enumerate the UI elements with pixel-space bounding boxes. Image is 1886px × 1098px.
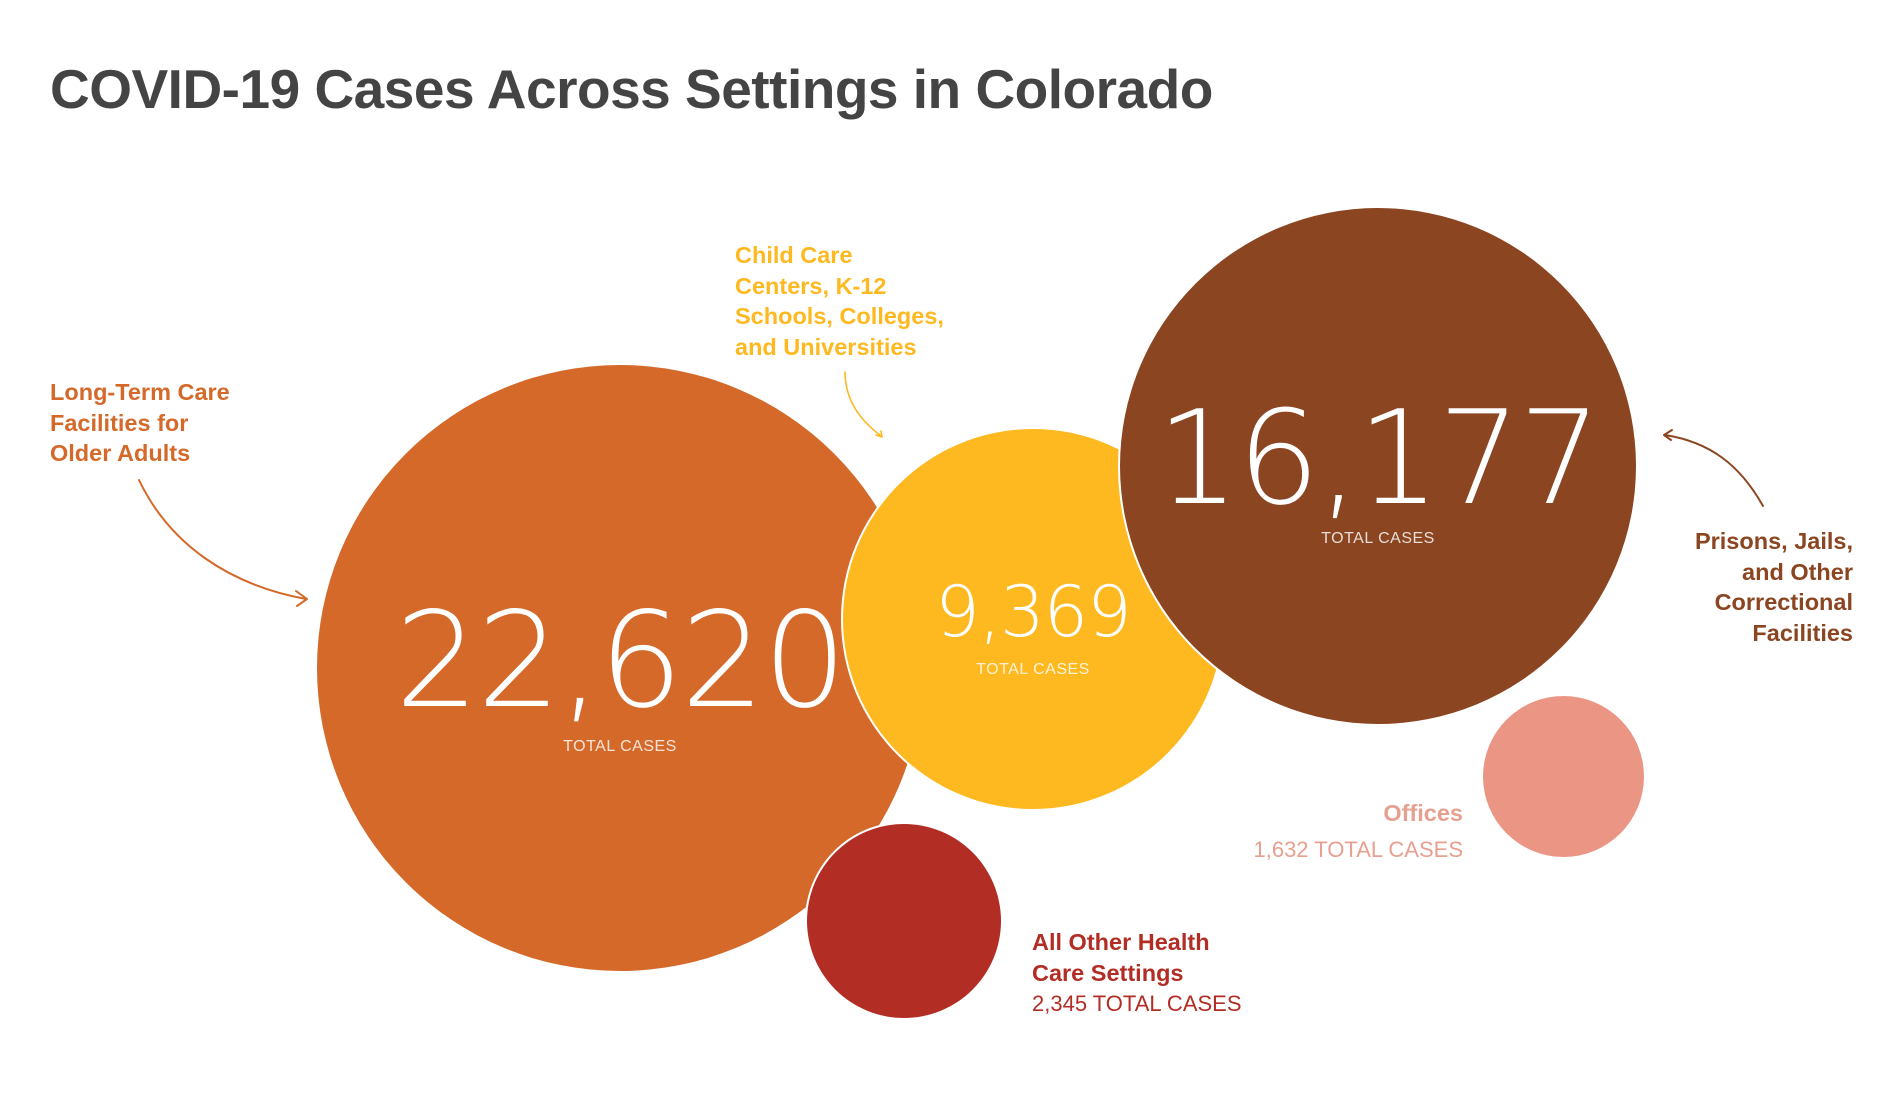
bubble-value: 16,177 [1156,382,1602,534]
label-line: and Universities [735,333,917,360]
bubble-other-health [807,824,1001,1018]
bubble-value: 9,369 [935,571,1131,653]
label-line: Facilities for [50,409,189,436]
label-prisons: Prisons, Jails, and Other Correctional F… [1695,526,1853,648]
bubble-unit-label: TOTAL CASES [976,661,1090,678]
total-other-health: 2,345 TOTAL CASES [1032,991,1242,1016]
bubble-offices [1483,696,1644,857]
label-long-term-care: Long-Term Care Facilities for Older Adul… [50,377,230,469]
arrow-schools-icon [844,371,883,438]
label-line: Centers, K-12 [735,272,887,299]
label-line: Facilities [1752,619,1853,646]
label-line: Older Adults [50,440,191,466]
label-line: Child Care [735,242,853,268]
label-line: Care Settings [1032,959,1184,986]
total-offices: 1,632 TOTAL CASES [1253,837,1463,862]
arrow-long-term-care-icon [138,479,308,607]
label-line: and Other [1742,558,1853,585]
label-schools: Child Care Centers, K-12 Schools, Colleg… [735,240,944,362]
bubble-prisons: 16,177 TOTAL CASES [1120,208,1636,724]
bubble-unit-label: TOTAL CASES [1321,530,1435,547]
label-line: Long-Term Care [50,379,230,405]
label-line: Correctional [1714,589,1853,615]
label-line: Prisons, Jails, [1694,528,1853,554]
label-line: Schools, Colleges, [735,303,944,329]
label-offices: Offices [1383,798,1463,829]
label-line: All Other Health [1032,929,1210,955]
bubble-unit-label: TOTAL CASES [563,738,677,755]
arrow-prisons-icon [1663,429,1764,507]
chart-title: COVID-19 Cases Across Settings in Colora… [50,58,1213,120]
label-line: Offices [1383,800,1463,826]
bubble-value: 22,620 [395,584,847,738]
label-other-health: All Other Health Care Settings [1032,927,1210,988]
